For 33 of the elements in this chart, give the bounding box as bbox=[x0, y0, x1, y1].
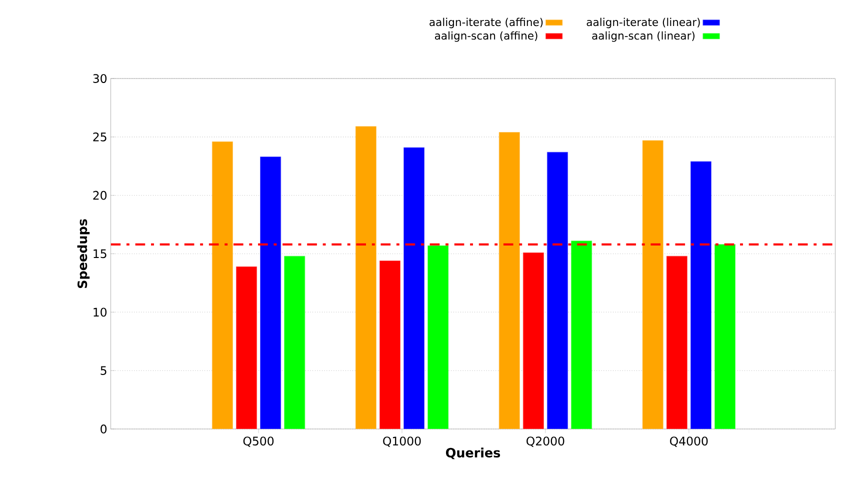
bar bbox=[498, 132, 520, 430]
bar bbox=[690, 161, 712, 430]
bar bbox=[546, 152, 568, 430]
bar bbox=[379, 260, 400, 430]
bar bbox=[428, 245, 449, 430]
x-tick-label: Q500 bbox=[243, 436, 274, 447]
bar bbox=[714, 244, 736, 430]
y-tick-label: 5 bbox=[100, 366, 106, 376]
y-tick-label: 0 bbox=[100, 424, 107, 434]
x-tick-label: Q2000 bbox=[526, 436, 564, 447]
legend-label: aalign-iterate (affine) bbox=[430, 18, 543, 28]
bar bbox=[284, 256, 306, 430]
bar bbox=[642, 140, 664, 430]
bar bbox=[236, 266, 258, 430]
y-tick-label: 25 bbox=[93, 132, 106, 142]
bar bbox=[522, 252, 544, 430]
x-tick-label: Q1000 bbox=[383, 436, 421, 447]
y-tick-label: 10 bbox=[94, 308, 107, 317]
y-tick-label: 20 bbox=[93, 191, 107, 200]
bar bbox=[571, 240, 592, 430]
bar bbox=[355, 126, 376, 430]
x-tick-label: Q4000 bbox=[670, 436, 708, 447]
legend-label: aalign-scan (linear) bbox=[592, 31, 694, 42]
legend-label: aalign-iterate (linear) bbox=[586, 18, 700, 28]
bar bbox=[404, 147, 425, 430]
x-axis-title: Queries bbox=[446, 448, 500, 460]
y-tick-label: 15 bbox=[94, 249, 106, 258]
y-tick-label: 30 bbox=[93, 74, 107, 84]
bar bbox=[666, 256, 688, 430]
y-axis-title: Speedups bbox=[77, 219, 90, 288]
bar bbox=[212, 142, 233, 430]
bar bbox=[260, 156, 282, 430]
legend-label: aalign-scan (affine) bbox=[434, 31, 538, 42]
